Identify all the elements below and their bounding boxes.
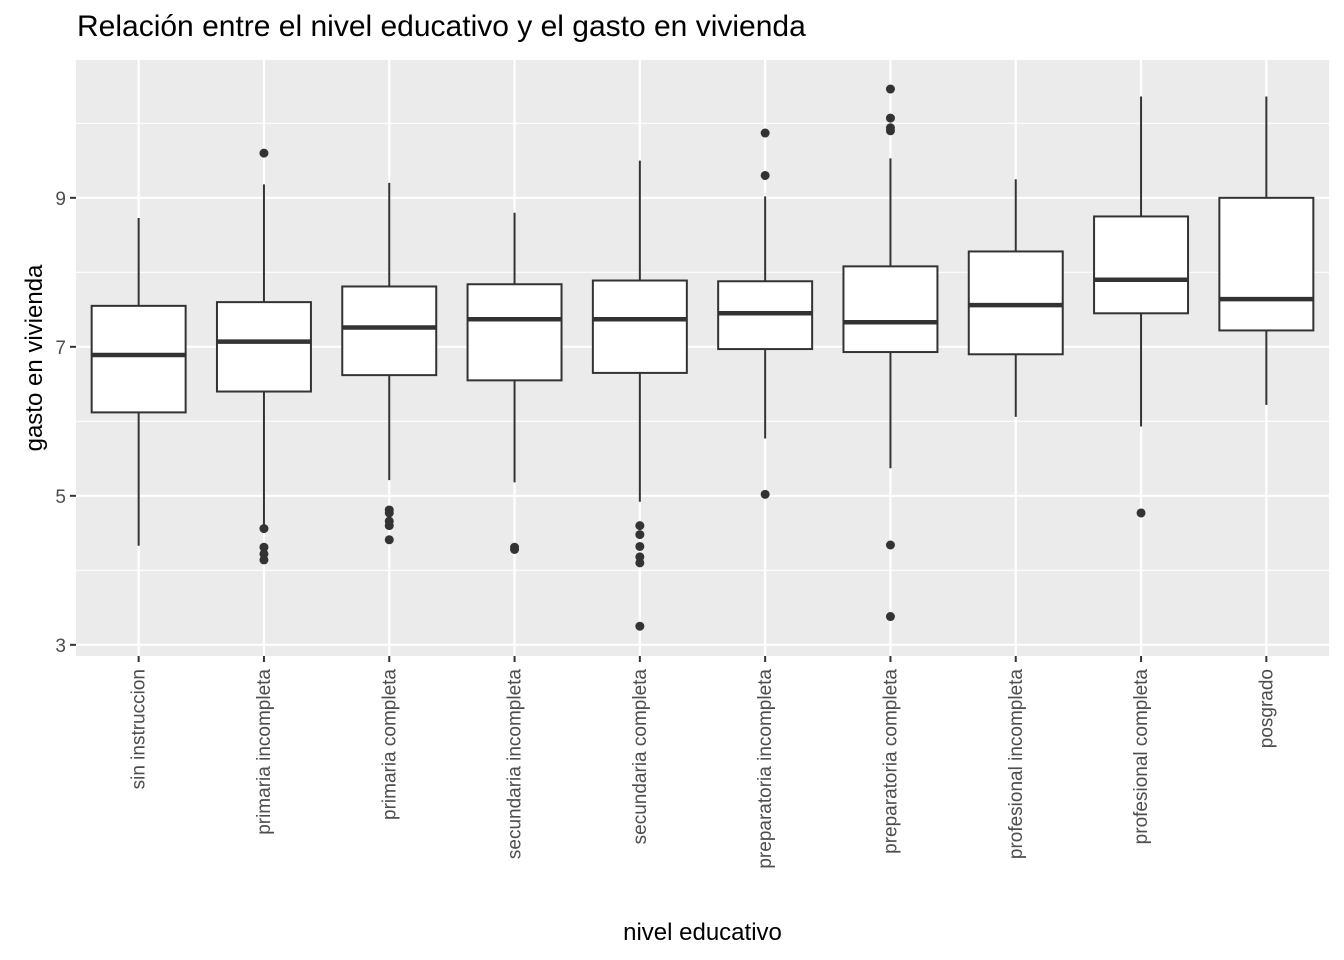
x-tick-label: profesional completa [1131, 669, 1152, 845]
x-tick-label: preparatoria incompleta [755, 669, 776, 869]
x-tick-label: posgrado [1256, 669, 1277, 748]
outlier-point [510, 544, 520, 554]
box-8 [967, 179, 1064, 417]
x-tick-label: sin instruccion [129, 669, 150, 789]
outlier-point [635, 530, 645, 540]
outlier-point [760, 170, 770, 180]
y-tick-label: 3 [55, 636, 66, 657]
outlier-point [885, 126, 895, 136]
outlier-point [259, 555, 269, 565]
box-1 [90, 217, 187, 546]
box-6 [717, 128, 814, 499]
box-7 [842, 84, 939, 622]
outlier-point [635, 558, 645, 568]
outlier-point [885, 540, 895, 550]
outlier-point [259, 524, 269, 534]
box-iqr [215, 301, 312, 393]
box-iqr [1218, 196, 1315, 332]
box-iqr [90, 304, 187, 414]
box-iqr [466, 283, 563, 382]
box-10 [1218, 96, 1315, 405]
outlier-point [760, 489, 770, 499]
outlier-point [1136, 508, 1146, 518]
box-iqr [842, 265, 939, 354]
chart-title: Relación entre el nivel educativo y el g… [77, 10, 806, 43]
outlier-point [259, 148, 269, 158]
box-iqr [591, 279, 688, 374]
box-9 [1093, 96, 1190, 518]
y-axis-title: gasto en vivienda [21, 264, 48, 451]
x-tick-label: secundaria incompleta [505, 669, 526, 860]
x-tick-label: primaria incompleta [254, 669, 275, 835]
outlier-point [760, 128, 770, 138]
outlier-point [885, 113, 895, 123]
outlier-point [384, 535, 394, 545]
x-axis-title: nivel educativo [623, 919, 782, 946]
x-tick-label: preparatoria completa [880, 669, 901, 854]
outlier-point [384, 521, 394, 531]
x-tick-label: secundaria completa [630, 669, 651, 845]
outlier-point [885, 84, 895, 94]
y-tick-label: 5 [55, 487, 66, 508]
outlier-point [635, 521, 645, 531]
outlier-point [885, 612, 895, 622]
box-iqr [341, 285, 438, 377]
outlier-point [384, 508, 394, 518]
x-tick-label: primaria completa [379, 669, 400, 820]
x-tick-label: profesional incompleta [1006, 669, 1027, 860]
box-iqr [1093, 215, 1190, 315]
y-tick-label: 9 [55, 189, 66, 210]
box-3 [341, 182, 438, 545]
box-5 [591, 160, 688, 631]
box-4 [466, 212, 563, 554]
box-2 [215, 148, 312, 565]
outlier-point [635, 541, 645, 551]
y-tick-label: 7 [55, 338, 66, 359]
outlier-point [259, 542, 269, 552]
outlier-point [635, 621, 645, 631]
